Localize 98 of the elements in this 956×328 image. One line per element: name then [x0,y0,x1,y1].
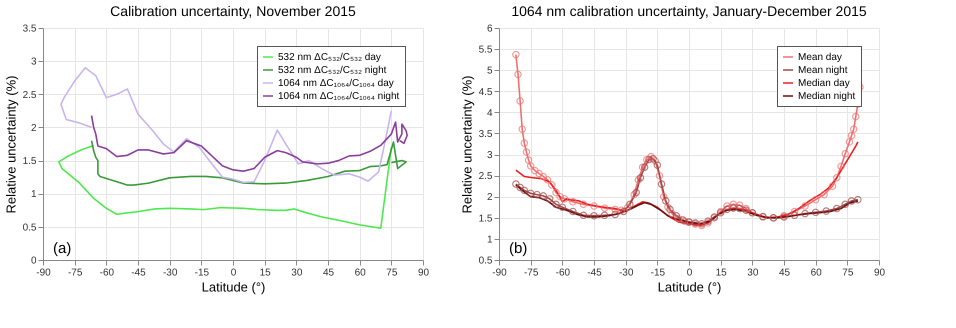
x-tick-label: -90 [492,268,508,278]
point [662,197,670,205]
x-tick-label: 90 [418,268,430,278]
x-tick-label: 45 [778,268,790,278]
x-tick-label: -30 [618,268,634,278]
x-tick-label: 15 [716,268,728,278]
x-tick-label: -60 [100,268,114,278]
x-axis-title: Latitude (°) [658,280,722,294]
legend-label: Mean night [798,65,848,76]
x-tick-label: -60 [556,268,570,278]
point [730,204,738,212]
point [812,208,820,216]
x-axis-title: Latitude (°) [202,280,266,294]
legend-label: Median day [798,78,850,89]
legend-label: Median night [798,91,856,102]
y-tick-label: 0 [30,256,37,266]
y-tick-label: 1.5 [22,156,37,168]
legend-label: 1064 nm ΔC₁₀₆₄/C₁₀₆₄ night [278,91,400,102]
y-tick-label: 1.5 [478,213,493,224]
y-tick-label: 2.5 [22,90,37,101]
point [790,212,798,220]
point [822,207,830,215]
line-series [90,140,407,186]
y-axis-title: Relative uncertainty (%) [460,76,475,214]
legend-label: 1064 nm ΔC₁₀₆₄/C₁₀₆₄ day [278,78,394,89]
x-tick-label: 75 [386,268,398,278]
y-tick-label: 1 [30,189,37,200]
y-tick-label: 3 [486,150,493,162]
point [516,184,524,192]
x-tick-label: 0 [686,268,693,278]
point [533,190,541,198]
x-tick-label: 90 [874,268,886,278]
x-tick-label: 30 [747,268,759,278]
x-tick-label: -30 [162,268,178,278]
y-tick-label: 3.5 [478,128,493,140]
legend-label: 532 nm ΔC₅₃₂/C₅₃₂ day [278,52,381,63]
x-tick-label: -15 [650,268,666,278]
point [626,200,634,208]
point [540,192,548,200]
line-series [58,144,392,229]
legend-label: Mean day [798,52,842,63]
y-tick-label: 1 [486,234,493,246]
annotation: (a) [53,240,72,257]
annotation: (b) [509,240,528,257]
point [678,216,686,224]
x-tick-label: 30 [291,268,303,278]
y-tick-label: 2 [486,192,493,204]
line-series [515,141,859,226]
point [666,206,674,214]
x-tick-label: 15 [260,268,272,278]
chart-title: Calibration uncertainty, November 2015 [110,3,356,19]
point [546,195,554,203]
x-tick-label: -45 [587,268,602,278]
y-tick-label: 3 [30,56,37,68]
x-tick-label: 45 [322,268,334,278]
y-tick-label: 0.5 [22,222,37,234]
y-tick-label: 5 [486,66,493,77]
line-series [515,184,859,225]
point [841,200,849,208]
point [833,204,841,212]
point [636,174,644,182]
point [558,204,566,212]
point [600,212,608,220]
y-tick-label: 2 [30,122,37,134]
point [658,180,666,188]
point [736,204,744,212]
point [672,212,680,220]
x-tick-label: -75 [68,268,83,278]
y-axis-title: Relative uncertainty (%) [4,76,19,214]
line-series [90,114,408,172]
x-tick-label: -45 [131,268,146,278]
point [848,197,856,205]
x-tick-label: -15 [194,268,210,278]
point [520,186,528,194]
x-tick-label: -75 [524,268,539,278]
y-tick-label: 3.5 [22,24,37,34]
chart-title: 1064 nm calibration uncertainty, January-December 2015 [511,3,867,19]
point [611,210,619,218]
point [590,212,598,220]
x-tick-label: 75 [842,268,854,278]
y-tick-label: 4 [486,108,493,119]
point [723,206,731,214]
point [552,200,560,208]
x-tick-label: 0 [230,268,237,278]
y-tick-label: 6 [486,24,493,34]
y-tick-label: 0.5 [478,256,493,266]
point [580,212,588,220]
point [801,210,809,218]
x-tick-label: 60 [810,268,822,278]
y-tick-label: 4.5 [478,86,493,98]
point [526,190,534,198]
y-tick-label: 2.5 [478,171,493,182]
point [654,161,662,169]
legend-label: 532 nm ΔC₅₃₂/C₅₃₂ night [278,65,387,76]
y-tick-label: 5.5 [478,44,493,56]
x-tick-label: 60 [354,268,366,278]
point [569,208,577,216]
x-tick-label: -90 [36,268,52,278]
